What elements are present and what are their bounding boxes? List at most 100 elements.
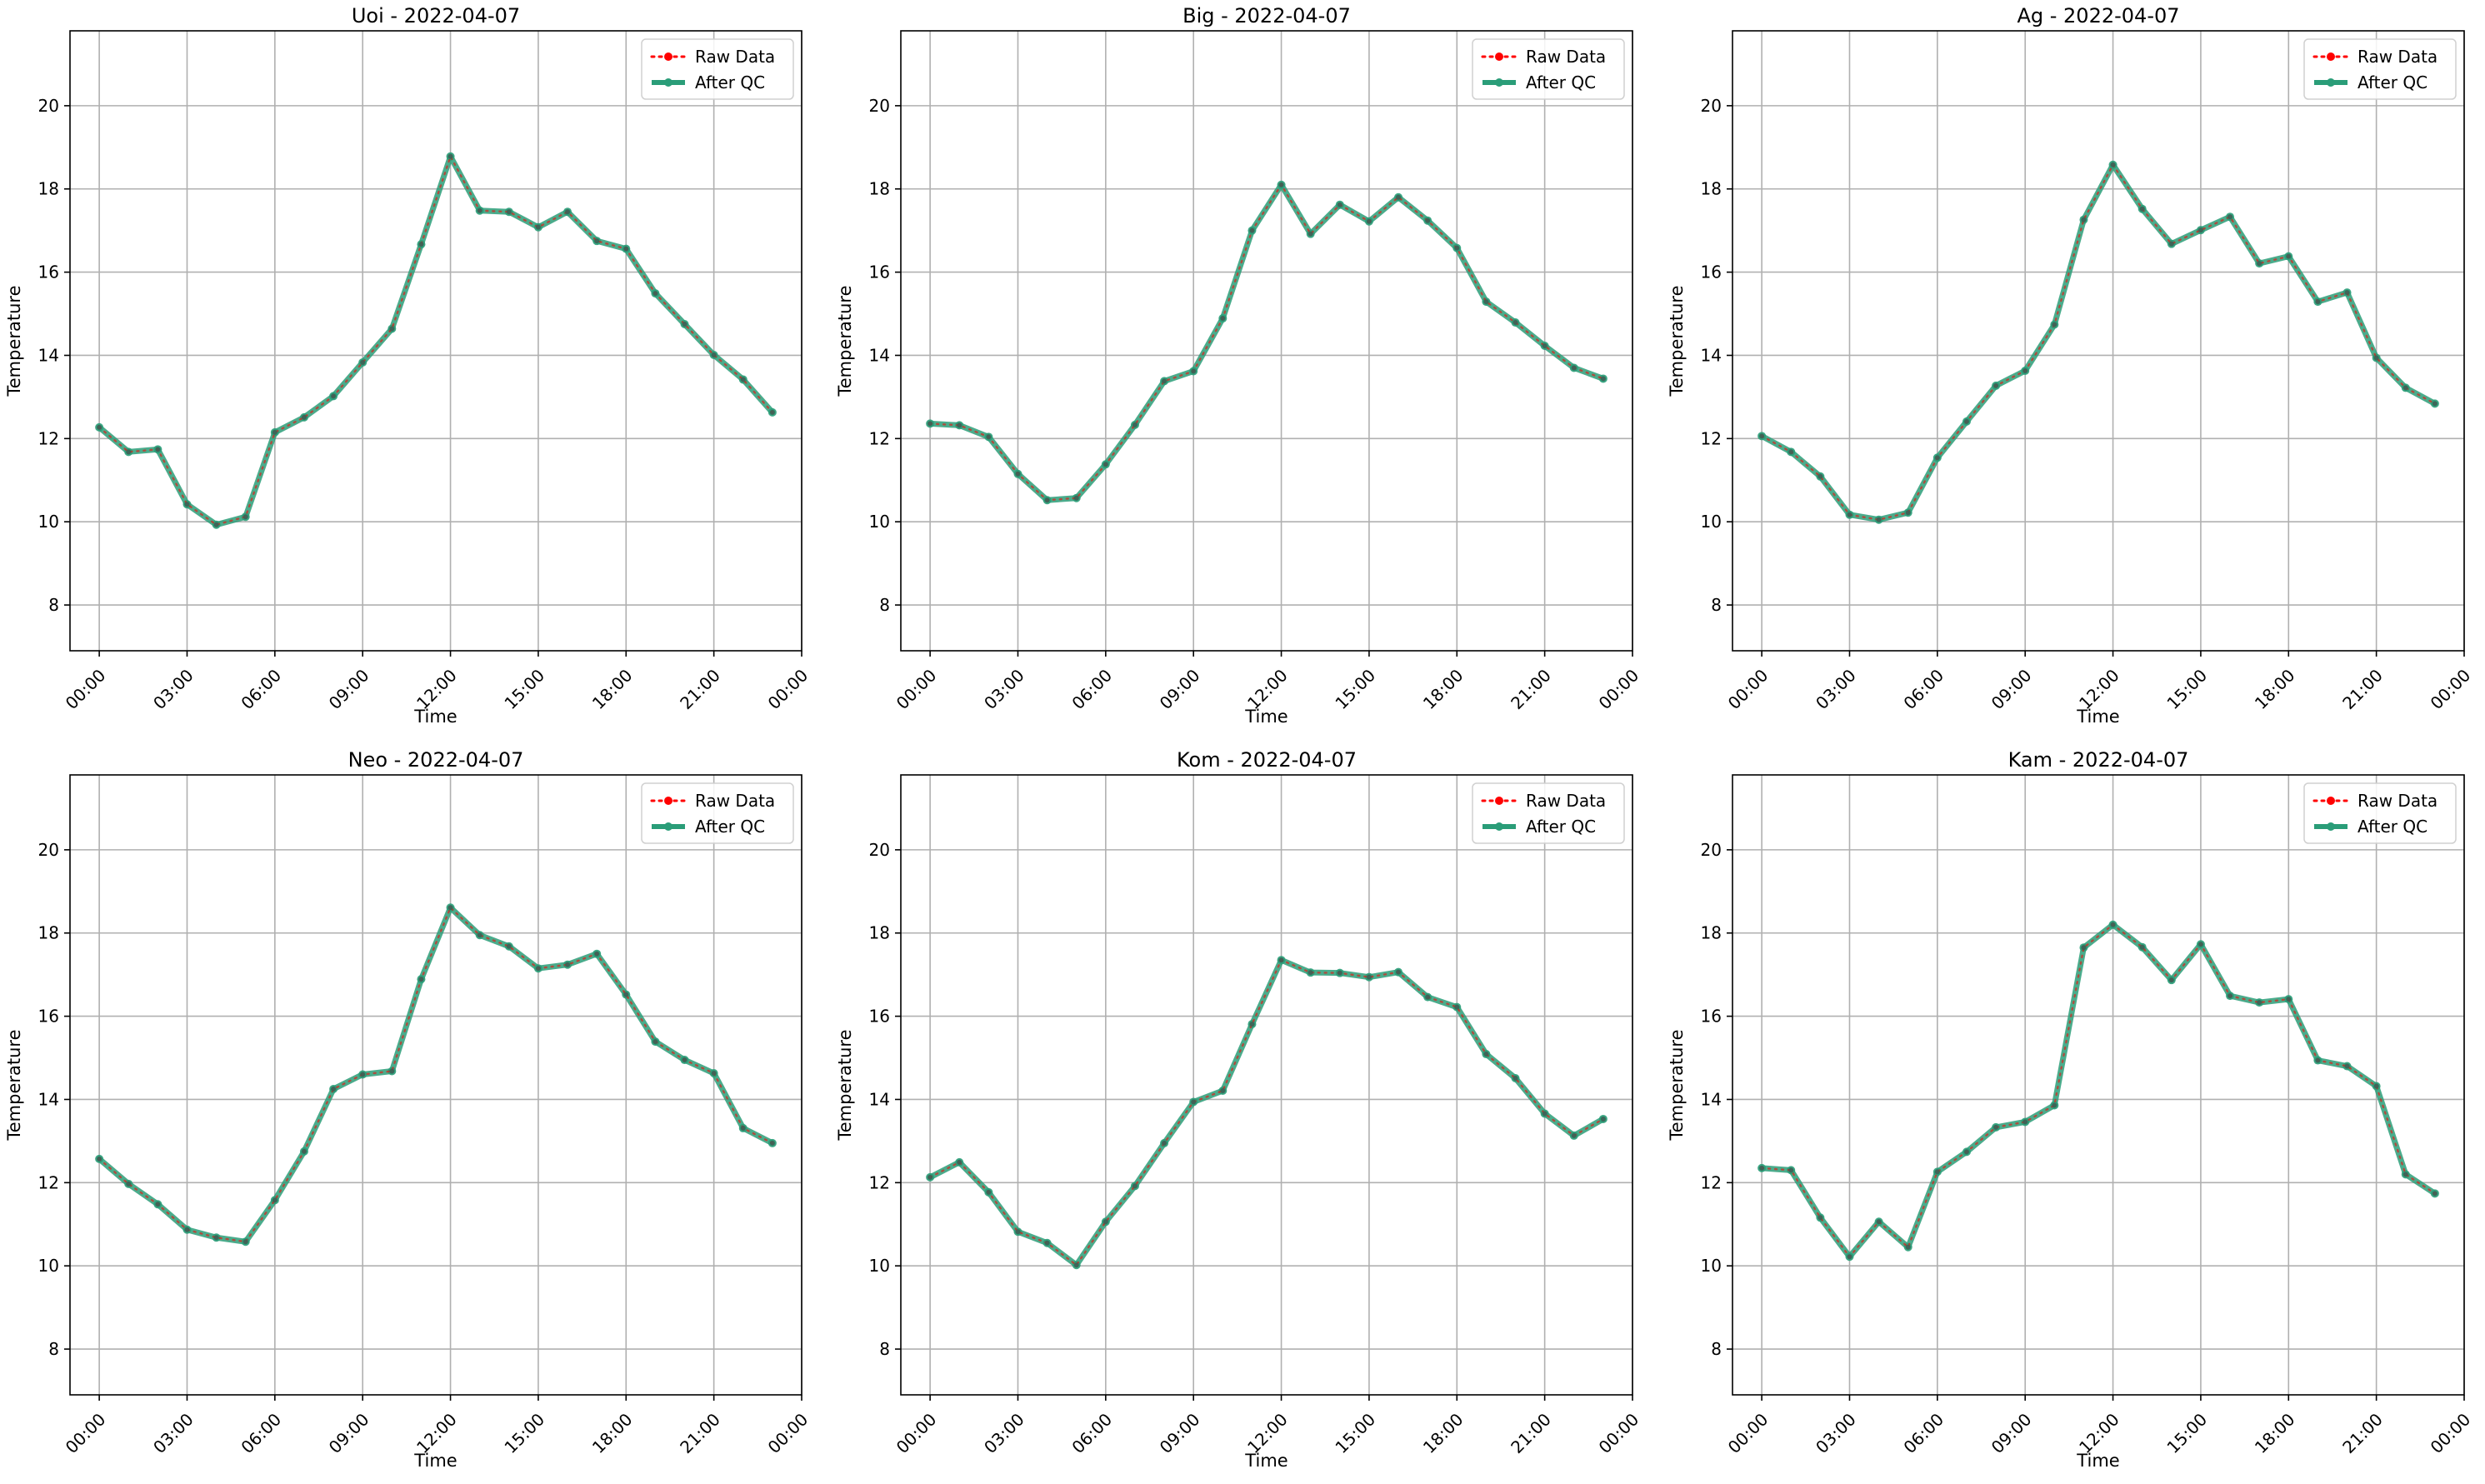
x-axis-label: Time <box>2076 1451 2119 1471</box>
y-tick-label: 14 <box>869 1089 890 1109</box>
axes-frame <box>69 30 802 652</box>
raw-data-point <box>1366 974 1372 980</box>
x-tick-label: 21:00 <box>676 1409 724 1457</box>
legend: Raw Data After QC <box>641 38 794 100</box>
legend-qc-label: After QC <box>695 817 765 837</box>
raw-data-point <box>1905 1244 1911 1250</box>
raw-data-point <box>2052 1102 2058 1108</box>
raw-data-point <box>1788 449 1794 455</box>
x-tick-label: 21:00 <box>1507 665 1555 713</box>
raw-data-point <box>155 1202 161 1207</box>
y-tick-label: 20 <box>1701 840 1722 860</box>
raw-data-point <box>1191 368 1197 374</box>
y-axis-label: Temperature <box>1667 285 1687 397</box>
raw-data-point <box>2022 367 2028 373</box>
raw-data-point <box>242 1239 248 1245</box>
raw-data-point <box>2139 206 2145 212</box>
raw-data-point <box>1278 182 1284 187</box>
raw-data-point <box>1571 1132 1577 1138</box>
raw-data-point <box>1483 299 1489 305</box>
raw-data-point <box>652 291 658 297</box>
raw-data-point <box>2344 1063 2350 1069</box>
legend-qc-label: After QC <box>1526 817 1596 837</box>
y-tick-label: 20 <box>38 96 59 116</box>
raw-data-point <box>1818 473 1823 479</box>
raw-data-point <box>986 434 992 440</box>
legend-raw-label: Raw Data <box>2358 791 2438 811</box>
x-tick-label: 06:00 <box>1899 665 1948 713</box>
raw-data-point <box>928 1174 933 1180</box>
legend-raw-label: Raw Data <box>695 791 775 811</box>
raw-data-point <box>2286 253 2292 259</box>
x-tick-label: 00:00 <box>1724 1409 1772 1457</box>
raw-data-point <box>928 421 933 427</box>
x-tick-label: 15:00 <box>500 665 548 713</box>
x-tick-label: 06:00 <box>237 665 285 713</box>
raw-data-point <box>594 238 600 244</box>
raw-data-point <box>1366 218 1372 224</box>
x-tick-label: 00:00 <box>1595 665 1643 713</box>
raw-data-point <box>1102 462 1108 467</box>
raw-data-point <box>301 1148 307 1154</box>
subplot-5: 00:00 03:00 06:00 09:00 12:00 15:00 18:00 21:00… <box>835 748 1642 1471</box>
y-tick-label: 8 <box>48 595 59 615</box>
subplot-4: 00:00 03:00 06:00 09:00 12:00 15:00 18:00 21:00… <box>4 748 812 1471</box>
series-after-qc-line <box>96 153 776 528</box>
subplot-title: Uoi - 2022-04-07 <box>352 4 520 27</box>
legend-raw-label: Raw Data <box>2358 47 2438 67</box>
raw-data-point <box>213 1235 219 1241</box>
x-tick-label: 00:00 <box>2427 1409 2475 1457</box>
subplot-title: Kam - 2022-04-07 <box>2008 748 2189 772</box>
legend-qc-marker <box>1495 78 1503 87</box>
raw-data-point <box>1542 342 1548 348</box>
raw-data-point <box>301 414 307 420</box>
raw-data-point <box>1396 194 1402 200</box>
raw-data-point <box>2286 997 2292 1002</box>
raw-data-point <box>1454 1004 1460 1010</box>
y-tick-label: 16 <box>38 1007 59 1027</box>
y-axis-label: Temperature <box>835 285 855 397</box>
y-tick-label: 12 <box>1701 428 1722 448</box>
raw-data-point <box>1963 418 1969 424</box>
raw-data-point <box>2432 1191 2438 1197</box>
raw-data-point <box>1162 378 1168 384</box>
y-tick-label: 12 <box>1701 1172 1722 1192</box>
raw-data-point <box>623 992 629 997</box>
y-tick-label: 12 <box>869 1172 890 1192</box>
x-tick-label: 09:00 <box>1156 1409 1204 1457</box>
legend-qc-marker <box>2327 822 2335 831</box>
axes-frame <box>69 774 802 1396</box>
raw-data-point <box>184 1227 190 1232</box>
legend-qc-label: After QC <box>2358 72 2428 92</box>
raw-data-point <box>272 1197 278 1203</box>
raw-data-point <box>535 966 541 972</box>
y-tick-label: 14 <box>869 345 890 365</box>
raw-data-point <box>2168 977 2174 983</box>
series-after-qc-line <box>96 904 776 1245</box>
legend-qc-marker <box>1495 822 1503 831</box>
y-tick-label: 14 <box>38 1089 59 1109</box>
legend-raw-label: Raw Data <box>1526 791 1606 811</box>
raw-data-point <box>1571 365 1577 371</box>
raw-data-point <box>2168 241 2174 247</box>
raw-data-point <box>957 1159 962 1165</box>
raw-data-point <box>1876 517 1882 522</box>
raw-data-point <box>2022 1119 2028 1125</box>
raw-data-point <box>986 1189 992 1195</box>
x-tick-label: 06:00 <box>237 1409 285 1457</box>
series-raw-data-line <box>928 958 1605 1267</box>
legend-qc-marker <box>664 822 672 831</box>
raw-data-point <box>2110 162 2116 167</box>
raw-data-point <box>711 1071 717 1077</box>
legend-raw-label: Raw Data <box>1526 47 1606 67</box>
y-tick-label: 8 <box>1711 595 1722 615</box>
x-tick-label: 21:00 <box>676 665 724 713</box>
raw-data-point <box>1102 1219 1108 1225</box>
legend: Raw Data After QC <box>1472 782 1625 844</box>
legend-qc-marker <box>664 78 672 87</box>
raw-data-point <box>2373 1083 2379 1089</box>
axes-frame <box>900 30 1633 652</box>
x-tick-label: 03:00 <box>149 665 198 713</box>
raw-data-point <box>477 932 482 938</box>
raw-data-point <box>1191 1099 1197 1105</box>
